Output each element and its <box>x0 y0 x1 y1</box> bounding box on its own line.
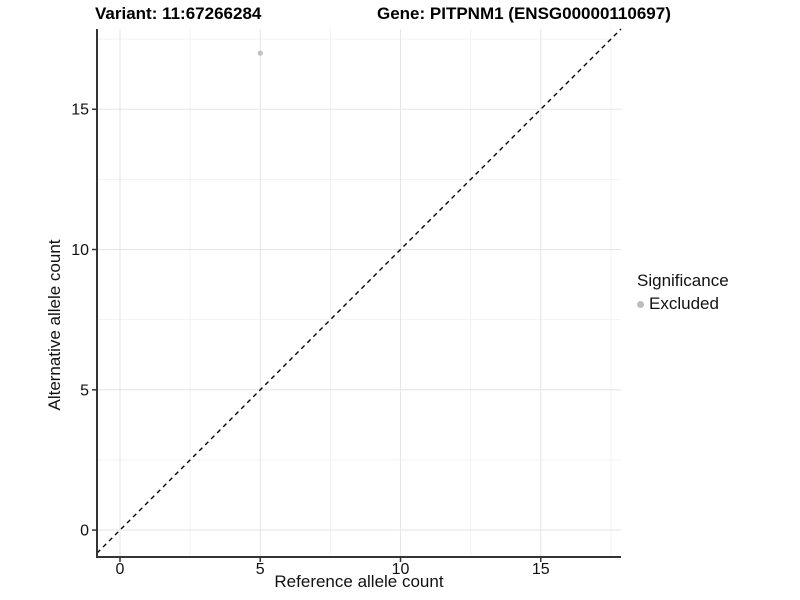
variant-title: Variant: 11:67266284 <box>95 4 262 23</box>
data-point <box>257 50 263 56</box>
legend-item-excluded: Excluded <box>637 294 729 314</box>
legend-item-label: Excluded <box>649 294 719 313</box>
y-tick-label: 5 <box>80 382 89 399</box>
legend: Significance Excluded <box>637 271 729 314</box>
x-tick-label: 15 <box>532 561 550 578</box>
x-tick-label: 10 <box>392 561 410 578</box>
gene-title: Gene: PITPNM1 (ENSG00000110697) <box>377 4 671 23</box>
legend-point-icon <box>637 300 644 308</box>
identity-line <box>96 28 622 554</box>
y-tick-label: 10 <box>71 242 89 259</box>
legend-title: Significance <box>637 271 729 290</box>
x-tick-label: 5 <box>256 561 265 578</box>
y-tick-label: 0 <box>80 523 89 540</box>
y-tick-label: 15 <box>71 102 89 119</box>
x-axis-title: Reference allele count <box>274 572 444 591</box>
y-axis-title: Alternative allele count <box>45 239 64 411</box>
x-tick-label: 0 <box>116 561 125 578</box>
